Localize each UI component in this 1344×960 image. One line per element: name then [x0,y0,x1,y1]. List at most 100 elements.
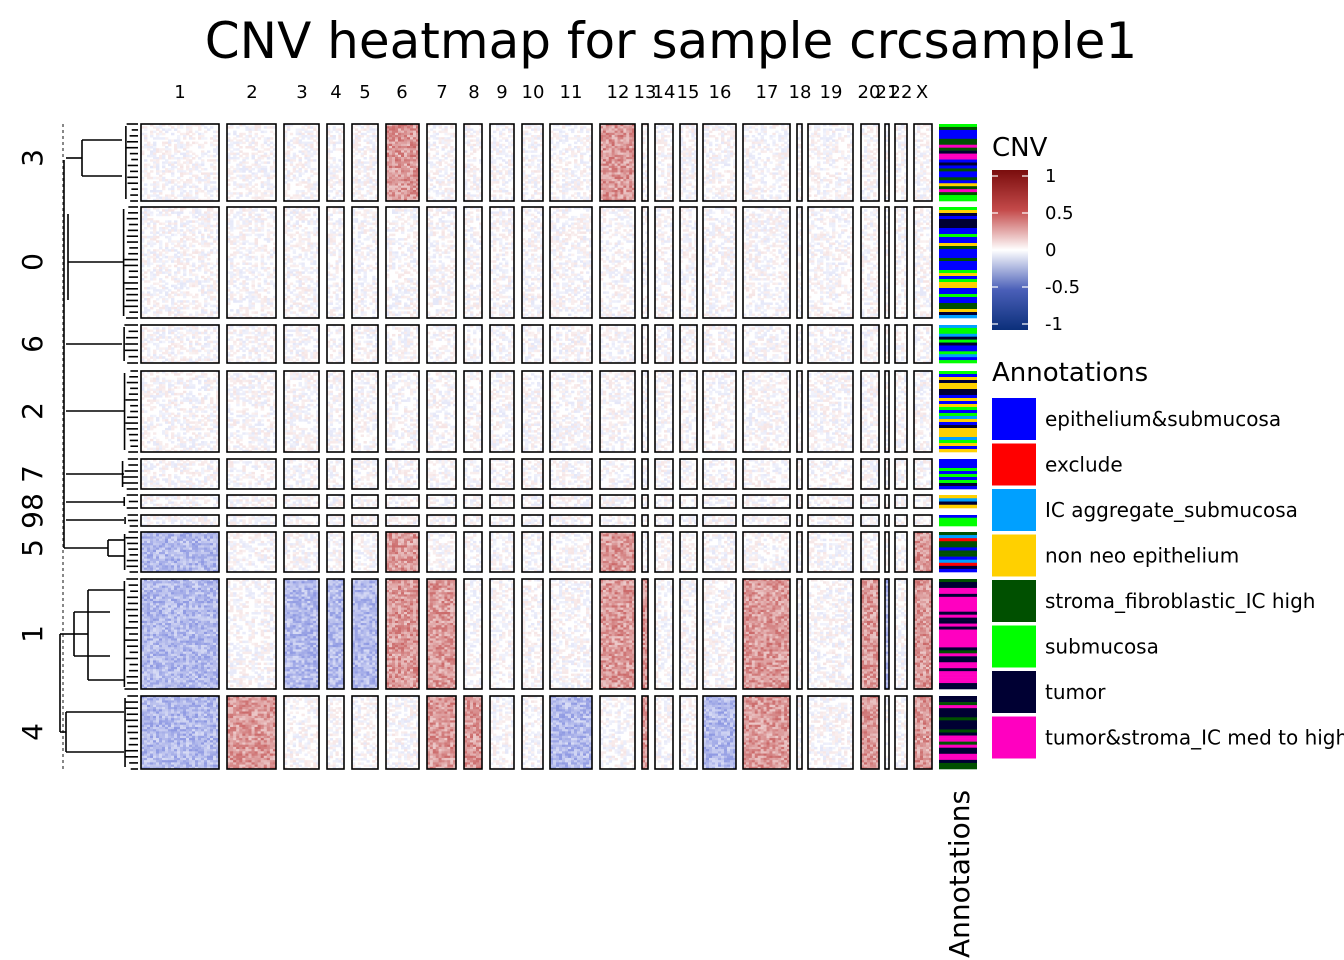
heatmap-cell [715,161,718,164]
heatmap-cell [898,126,901,129]
heatmap-cell [623,172,626,175]
heatmap-cell [404,188,407,191]
heatmap-cell [410,172,413,175]
heatmap-cell [718,133,721,136]
heatmap-cell [174,161,177,164]
heatmap-cell [239,164,242,167]
heatmap-cell [629,137,632,140]
heatmap-cell [626,170,629,173]
heatmap-cell [746,139,749,142]
heatmap-cell [162,148,165,151]
heatmap-cell [867,197,870,200]
heatmap-cell [565,168,568,171]
heatmap-cell [239,168,242,171]
heatmap-cell [255,194,258,197]
heatmap-cell [162,271,165,274]
heatmap-cell [330,170,333,173]
heatmap-cell [505,126,508,129]
heatmap-cell [395,159,398,162]
heatmap-cell [476,142,479,145]
heatmap-cell [473,148,476,151]
heatmap-cell [252,175,255,178]
heatmap-cell [505,172,508,175]
heatmap-cell [826,144,829,147]
heatmap-cell [920,179,923,182]
heatmap-cell [192,211,195,214]
heatmap-cell [267,179,270,182]
heatmap-cell [177,214,180,217]
heatmap-cell [287,186,290,189]
heatmap-cell [389,133,392,136]
heatmap-cell [296,133,299,136]
heatmap-cell [505,146,508,149]
heatmap-cell [358,148,361,151]
heatmap-cell [307,179,310,182]
heatmap-cell [162,177,165,180]
heatmap-cell [505,192,508,195]
heatmap-cell [574,137,577,140]
heatmap-cell [183,157,186,160]
heatmap-cell [658,190,661,193]
heatmap-cell [156,161,159,164]
heatmap-cell [189,231,192,234]
heatmap-cell [689,150,692,153]
heatmap-cell [444,168,447,171]
heatmap-cell [293,157,296,160]
heatmap-cell [165,249,168,252]
heatmap-cell [718,181,721,184]
heatmap-cell [568,155,571,158]
heatmap-cell [168,214,171,217]
heatmap-cell [618,179,621,182]
heatmap-cell [629,126,632,129]
heatmap-cell [147,243,150,246]
heatmap-cell [333,181,336,184]
heatmap-cell [153,231,156,234]
heatmap-cell [189,225,192,228]
heatmap-cell [841,183,844,186]
heatmap-cell [867,168,870,171]
heatmap-cell [727,153,730,156]
heatmap-cell [835,148,838,151]
heatmap-cell [177,287,180,290]
heatmap-cell [430,144,433,147]
heatmap-cell [817,161,820,164]
heatmap-cell [144,276,147,279]
heatmap-cell [398,159,401,162]
heatmap-cell [389,175,392,178]
heatmap-cell [537,192,540,195]
heatmap-cell [580,181,583,184]
heatmap-cell [168,168,171,171]
heatmap-cell [267,188,270,191]
heatmap-cell [450,150,453,153]
heatmap-cell [447,150,450,153]
heatmap-cell [606,131,609,134]
heatmap-cell [580,188,583,191]
heatmap-cell [835,150,838,153]
heatmap-cell [195,194,198,197]
heatmap-cell [499,164,502,167]
heatmap-cell [287,179,290,182]
heatmap-cell [926,183,929,186]
heatmap-cell [531,144,534,147]
heatmap-cell [817,148,820,151]
heatmap-cell [715,192,718,195]
heatmap-cell [615,170,618,173]
heatmap-cell [609,146,612,149]
heatmap-cell [177,146,180,149]
heatmap-cell [156,137,159,140]
heatmap-cell [898,142,901,145]
heatmap-cell [177,216,180,219]
heatmap-cell [811,139,814,142]
heatmap-cell [210,159,213,162]
heatmap-cell [823,186,826,189]
heatmap-cell [562,183,565,186]
heatmap-cell [186,236,189,239]
heatmap-cell [389,150,392,153]
heatmap-cell [192,216,195,219]
heatmap-cell [398,168,401,171]
heatmap-cell [171,227,174,230]
heatmap-cell [156,177,159,180]
heatmap-cell [364,168,367,171]
heatmap-cell [242,179,245,182]
heatmap-cell [213,218,216,221]
